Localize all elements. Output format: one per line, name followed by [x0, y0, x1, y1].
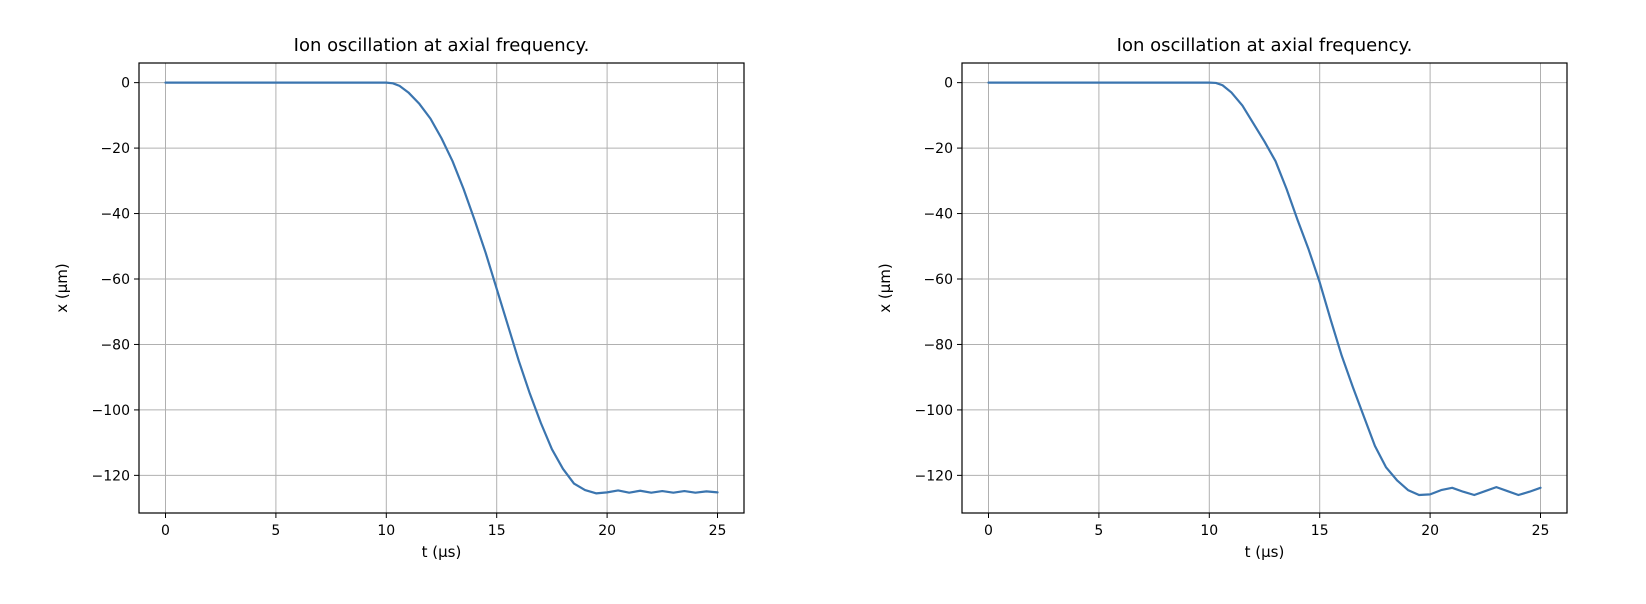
chart-title: Ion oscillation at axial frequency.	[1117, 35, 1413, 56]
y-tick-label: −20	[100, 141, 130, 157]
x-tick-label: 20	[1421, 523, 1439, 539]
y-tick-label: −120	[92, 468, 130, 484]
x-tick-label: 25	[709, 523, 727, 539]
y-tick-label: −120	[915, 468, 953, 484]
x-tick-label: 10	[377, 523, 395, 539]
y-tick-label: 0	[121, 76, 130, 92]
y-tick-label: −60	[100, 272, 130, 288]
y-tick-label: −20	[923, 141, 953, 157]
x-axis-label: t (µs)	[422, 543, 462, 561]
chart-title: Ion oscillation at axial frequency.	[294, 35, 590, 56]
plot-frame	[961, 62, 1568, 514]
x-tick-label: 15	[1311, 523, 1329, 539]
x-tick-label: 0	[984, 523, 993, 539]
x-tick-label: 5	[1094, 523, 1103, 539]
x-tick-label: 5	[271, 523, 280, 539]
plot-frame	[138, 62, 745, 514]
x-tick-label: 25	[1532, 523, 1550, 539]
y-tick-label: −40	[100, 207, 130, 223]
x-tick-label: 15	[488, 523, 506, 539]
y-tick-label: −100	[92, 403, 130, 419]
series-line	[987, 81, 1542, 497]
y-tick-label: 0	[944, 76, 953, 92]
x-tick-label: 10	[1200, 523, 1218, 539]
series-line	[164, 81, 719, 495]
x-tick-label: 0	[161, 523, 170, 539]
x-tick-label: 20	[598, 523, 616, 539]
y-tick-label: −80	[100, 337, 130, 353]
y-axis-label: x (µm)	[53, 263, 71, 313]
x-axis-label: t (µs)	[1245, 543, 1285, 561]
y-tick-label: −60	[923, 272, 953, 288]
y-tick-label: −100	[915, 403, 953, 419]
chart-panel-right: 0 5 10 15 20 25 0 −20 −40 −60 −80 −100 −120 Ion oscil…	[876, 35, 1568, 561]
y-axis-label: x (µm)	[876, 263, 894, 313]
y-tick-label: −80	[923, 337, 953, 353]
chart-panel-left: 0 5 10 15 20 25 0 −20 −40 −60 −80 −100 −120 Ion oscil…	[53, 35, 745, 561]
y-tick-label: −40	[923, 207, 953, 223]
